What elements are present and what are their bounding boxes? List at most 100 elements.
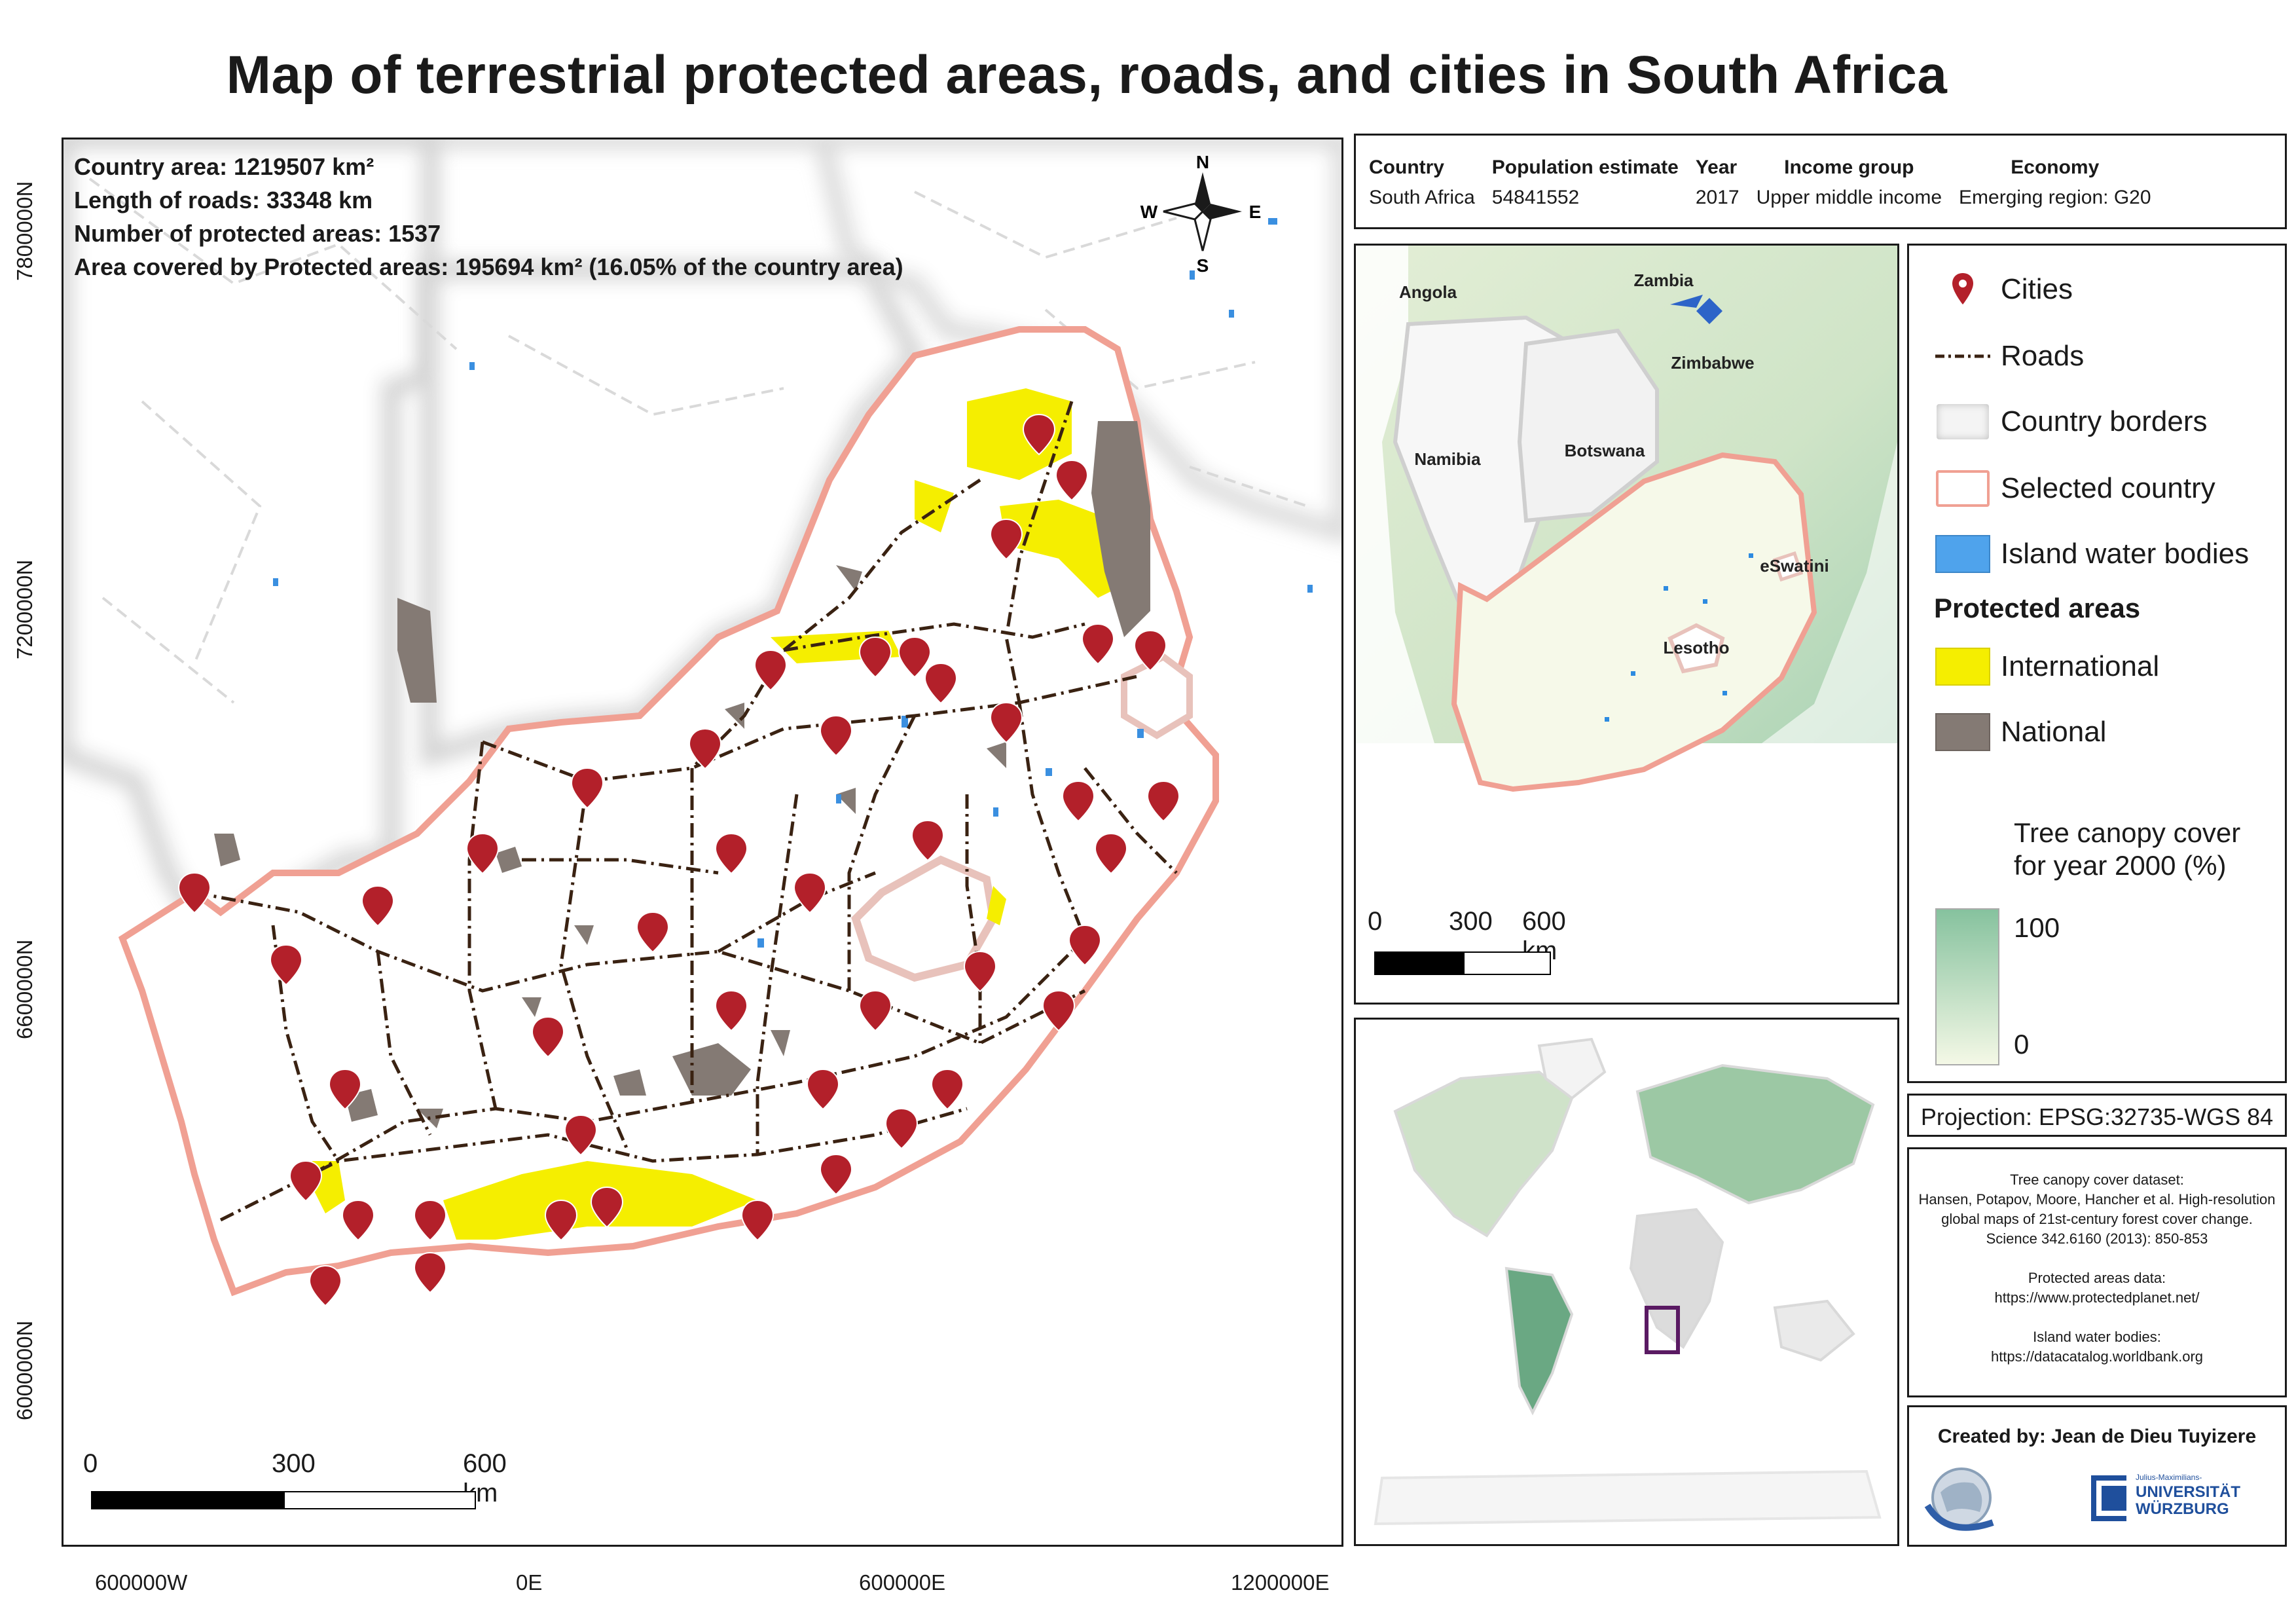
compass-e: E [1249, 202, 1262, 222]
inset-label-namibia: Namibia [1414, 449, 1481, 469]
map-pin-icon [1935, 270, 1990, 308]
table-cell: Emerging region: G20 [1959, 187, 2151, 208]
credit-line: https://www.protectedplanet.net/ [1994, 1289, 2200, 1306]
logo-text-line1: Julius-Maximilians- [2136, 1473, 2202, 1482]
city-pin [636, 911, 670, 953]
credit-line: https://datacatalog.worldbank.org [1990, 1348, 2204, 1365]
city-pin [714, 989, 748, 1032]
legend-label: Island water bodies [2001, 538, 2250, 570]
legend-label: Cities [2001, 273, 2073, 305]
credit-line [1909, 1249, 2285, 1268]
grey-brown-patch-icon [1935, 713, 1990, 751]
x-tick-label: 1200000E [1231, 1570, 1330, 1595]
city-pin [1061, 780, 1095, 822]
table-cell: 2017 [1695, 187, 1740, 208]
inset-map-panel[interactable]: Angola Zambia Zimbabwe Namibia Botswana … [1354, 244, 1899, 1005]
city-pin [341, 1199, 375, 1242]
city-pin [465, 832, 500, 875]
credit-line: global maps of 21st-century forest cover… [1941, 1211, 2253, 1227]
credits-text: Tree canopy cover dataset: Hansen, Potap… [1909, 1170, 2285, 1367]
credit-line: Hansen, Potapov, Moore, Hancher et al. H… [1918, 1191, 2276, 1208]
legend-protected-heading: Protected areas [1934, 593, 2141, 623]
city-pin [590, 1186, 624, 1228]
x-tick-label: 600000W [95, 1570, 188, 1595]
compass-n: N [1196, 152, 1209, 172]
table-cell: Upper middle income [1756, 187, 1942, 208]
city-pin [1068, 924, 1102, 967]
scale-bar-black [91, 1491, 285, 1509]
red-outline-patch-icon [1935, 470, 1990, 507]
legend-item-international: International [1909, 648, 2159, 686]
legend-label: International [2001, 650, 2160, 682]
logo-text-line3: WÜRZBURG [2136, 1500, 2229, 1518]
city-pin [740, 1199, 774, 1242]
projection-panel: Projection: EPSG:32735-WGS 84 [1907, 1094, 2287, 1137]
city-pin [819, 1153, 853, 1196]
y-tick-label: 6000000N [12, 1320, 37, 1420]
inset-label-eswatini: eSwatini [1760, 556, 1829, 576]
inset-label-zambia: Zambia [1633, 270, 1694, 290]
legend-item-borders: Country borders [1909, 403, 2207, 441]
city-pin [754, 649, 788, 692]
city-pin [963, 950, 997, 993]
created-by-panel: Created by: Jean de Dieu Tuyizere Julius… [1907, 1405, 2287, 1547]
city-pin [531, 1016, 565, 1058]
city-pin [308, 1264, 342, 1307]
table-header: Population estimate [1491, 157, 1679, 178]
created-by-text: Created by: Jean de Dieu Tuyizere [1937, 1426, 2257, 1447]
city-pin [714, 832, 748, 875]
compass-s: S [1197, 255, 1209, 276]
credit-line: Tree canopy cover dataset: [2010, 1172, 2184, 1188]
inset-scale-label-300: 300 [1449, 907, 1493, 936]
country-info-panel: Country Population estimate Year Income … [1354, 134, 2287, 229]
canopy-min-label: 0 [2014, 1029, 2030, 1060]
city-pin [564, 1114, 598, 1156]
water-bodies [273, 218, 1313, 948]
selected-region-box [1645, 1306, 1680, 1354]
university-logo-mark-inner [2102, 1486, 2126, 1511]
city-pin [884, 1107, 919, 1150]
south-africa-shape [118, 326, 1219, 1297]
city-pins [177, 413, 1180, 1307]
city-pin [989, 701, 1023, 744]
inset-label-botswana: Botswana [1565, 441, 1645, 460]
city-pin [793, 872, 827, 914]
grey-patch-icon [1935, 403, 1990, 441]
city-pin [930, 1068, 964, 1111]
canopy-gradient-bar [1935, 908, 1999, 1065]
world-map-panel[interactable] [1354, 1018, 1899, 1546]
scale-bar-white [283, 1491, 476, 1509]
canopy-max-label: 100 [2014, 912, 2060, 943]
university-logo: Julius-Maximilians- UNIVERSITÄT WÜRZBURG [2091, 1473, 2261, 1525]
inset-label-zimbabwe: Zimbabwe [1671, 353, 1754, 373]
city-pin [570, 767, 604, 809]
protected-area-text: Area covered by Protected areas: 195694 … [74, 253, 903, 280]
city-pin [911, 819, 945, 862]
city-pin [806, 1068, 840, 1111]
legend-label: Selected country [2001, 472, 2215, 504]
credit-line: Protected areas data: [2028, 1270, 2166, 1286]
city-pin [413, 1251, 447, 1294]
main-map-panel[interactable]: N S E W Country area: 1219507 km² Length… [62, 138, 1343, 1547]
scale-label-300: 300 [272, 1449, 316, 1478]
legend-item-water: Island water bodies [1909, 535, 2249, 573]
city-pin [1022, 413, 1056, 456]
main-scale-bar: 0 300 600 km [83, 1449, 507, 1521]
credit-line [1909, 1308, 2285, 1327]
table-header: Income group [1784, 157, 1914, 178]
main-map: N S E W [64, 139, 1341, 1307]
city-pin [1055, 459, 1089, 502]
city-pin [544, 1199, 578, 1242]
inset-scale-bar-white [1463, 951, 1551, 975]
compass-w: W [1140, 202, 1158, 222]
university-logo-mark [2091, 1475, 2126, 1521]
city-pin [328, 1068, 362, 1111]
city-pin [289, 1160, 323, 1202]
city-pin [989, 518, 1023, 561]
credit-line: Science 342.6160 (2013): 850-853 [1986, 1230, 2208, 1247]
city-pin [413, 1199, 447, 1242]
credits-panel: Tree canopy cover dataset: Hansen, Potap… [1907, 1147, 2287, 1397]
city-pin [1042, 989, 1076, 1032]
scale-label-0: 0 [83, 1449, 98, 1478]
world-map [1374, 1037, 1882, 1526]
